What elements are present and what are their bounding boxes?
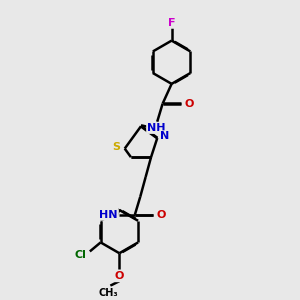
Text: N: N [160,131,169,141]
Text: S: S [112,142,121,152]
Text: F: F [168,18,176,28]
Text: NH: NH [147,123,166,133]
Text: O: O [184,99,194,109]
Text: O: O [156,210,166,220]
Text: CH₃: CH₃ [99,287,118,298]
Text: HN: HN [100,210,118,220]
Text: O: O [115,271,124,281]
Text: Cl: Cl [75,250,87,260]
